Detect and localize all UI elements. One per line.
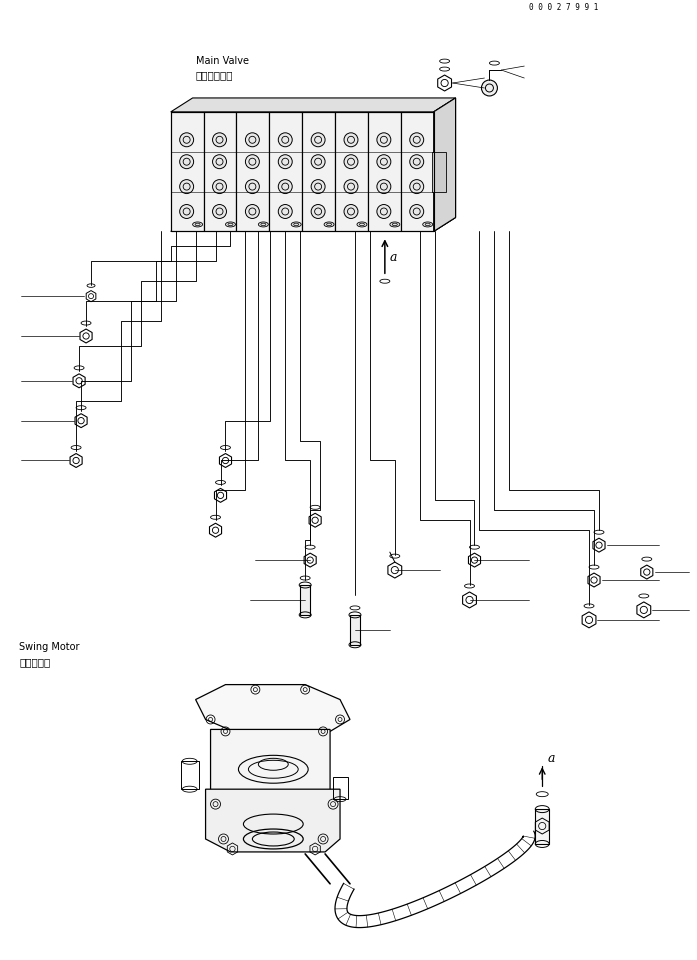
Bar — [204, 112, 236, 231]
Circle shape — [344, 204, 358, 219]
Circle shape — [377, 180, 391, 194]
Ellipse shape — [390, 222, 400, 227]
Bar — [401, 112, 434, 231]
Bar — [431, 152, 445, 192]
Ellipse shape — [357, 222, 367, 227]
Text: メインバルブ: メインバルブ — [196, 70, 233, 80]
Bar — [171, 112, 204, 231]
Polygon shape — [196, 684, 350, 734]
Bar — [302, 112, 335, 231]
Bar — [368, 112, 401, 231]
Circle shape — [377, 204, 391, 219]
Circle shape — [311, 180, 325, 194]
Bar — [236, 112, 269, 231]
Ellipse shape — [422, 222, 433, 227]
Circle shape — [482, 80, 498, 96]
Circle shape — [278, 204, 292, 219]
Polygon shape — [210, 730, 330, 806]
Circle shape — [410, 180, 424, 194]
Polygon shape — [171, 218, 456, 231]
Polygon shape — [206, 789, 340, 852]
Circle shape — [245, 204, 259, 219]
Text: a: a — [390, 252, 397, 264]
Bar — [535, 809, 549, 844]
Circle shape — [278, 155, 292, 169]
Circle shape — [245, 180, 259, 194]
Circle shape — [213, 132, 227, 147]
Bar — [333, 778, 348, 799]
Bar — [300, 585, 310, 615]
Ellipse shape — [324, 222, 334, 227]
Circle shape — [410, 155, 424, 169]
Polygon shape — [434, 98, 456, 231]
Circle shape — [180, 132, 194, 147]
Circle shape — [344, 132, 358, 147]
Circle shape — [213, 155, 227, 169]
Text: Main Valve: Main Valve — [196, 56, 249, 66]
Circle shape — [180, 204, 194, 219]
Text: a: a — [547, 753, 555, 765]
Text: Swing Motor: Swing Motor — [20, 641, 80, 652]
Circle shape — [278, 180, 292, 194]
Circle shape — [180, 155, 194, 169]
Text: 旋回モータ: 旋回モータ — [20, 657, 51, 666]
Polygon shape — [434, 98, 456, 231]
Bar — [181, 761, 199, 789]
Bar — [350, 615, 360, 645]
Ellipse shape — [291, 222, 301, 227]
Circle shape — [311, 204, 325, 219]
Circle shape — [377, 132, 391, 147]
Circle shape — [213, 180, 227, 194]
Circle shape — [377, 155, 391, 169]
Polygon shape — [171, 98, 456, 112]
Circle shape — [311, 155, 325, 169]
Bar — [335, 112, 368, 231]
Circle shape — [344, 155, 358, 169]
Circle shape — [410, 204, 424, 219]
Circle shape — [180, 180, 194, 194]
Ellipse shape — [192, 222, 203, 227]
Circle shape — [213, 204, 227, 219]
Bar — [269, 112, 302, 231]
Circle shape — [311, 132, 325, 147]
Circle shape — [245, 132, 259, 147]
Circle shape — [245, 155, 259, 169]
Circle shape — [410, 132, 424, 147]
Ellipse shape — [226, 222, 236, 227]
Ellipse shape — [259, 222, 268, 227]
Circle shape — [344, 180, 358, 194]
Text: 0 0 0 2 7 9 9 1: 0 0 0 2 7 9 9 1 — [529, 3, 599, 12]
Circle shape — [278, 132, 292, 147]
